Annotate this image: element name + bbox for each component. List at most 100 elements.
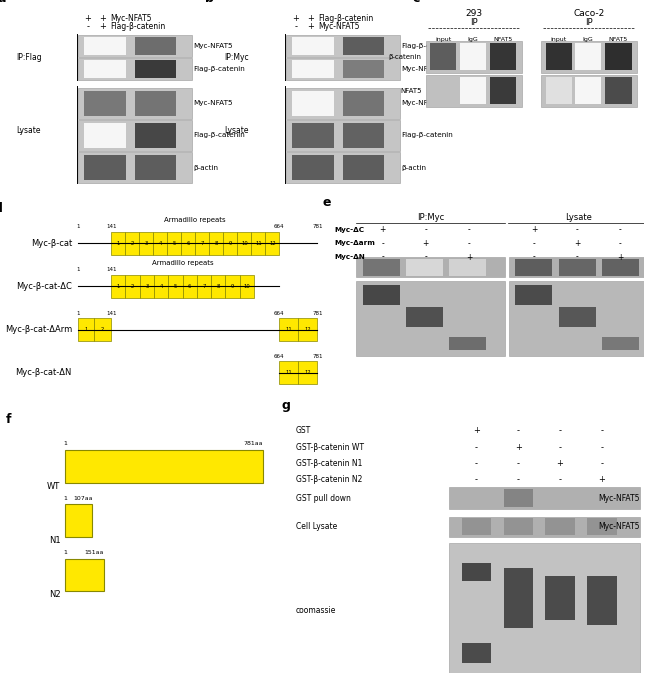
- Bar: [84, 59, 125, 78]
- Text: Myc-NFAT5: Myc-NFAT5: [194, 100, 233, 107]
- Bar: [406, 259, 443, 276]
- Text: -: -: [576, 253, 578, 262]
- Bar: [111, 232, 125, 255]
- Bar: [343, 59, 385, 78]
- Text: -: -: [294, 22, 298, 31]
- Text: β-catenin: β-catenin: [389, 54, 421, 60]
- Bar: [504, 489, 533, 507]
- Text: +: +: [599, 475, 605, 484]
- Bar: [515, 259, 552, 276]
- Text: -: -: [382, 239, 384, 248]
- Text: IP:Flag: IP:Flag: [16, 53, 42, 62]
- Bar: [197, 275, 211, 298]
- Bar: [426, 41, 521, 73]
- Bar: [195, 232, 209, 255]
- Text: +: +: [556, 459, 564, 468]
- Text: 1: 1: [76, 224, 79, 229]
- Text: 1: 1: [116, 284, 120, 289]
- Bar: [605, 77, 632, 104]
- Text: GST-β-catenin N2: GST-β-catenin N2: [296, 475, 362, 484]
- Bar: [140, 275, 154, 298]
- Bar: [449, 259, 486, 276]
- Text: GST-β-catenin N1: GST-β-catenin N1: [296, 459, 362, 468]
- Text: Flag-β-catenin: Flag-β-catenin: [111, 22, 166, 31]
- Text: 10: 10: [241, 240, 248, 246]
- Text: N2: N2: [49, 590, 60, 599]
- Bar: [298, 361, 317, 384]
- Text: +: +: [473, 426, 480, 436]
- Text: -: -: [517, 426, 520, 436]
- Bar: [66, 559, 103, 591]
- Text: NFAT5: NFAT5: [609, 37, 628, 42]
- Bar: [356, 281, 504, 356]
- Text: Myc-β-cat-ΔC: Myc-β-cat-ΔC: [16, 282, 72, 291]
- Bar: [460, 43, 486, 70]
- Bar: [125, 275, 140, 298]
- Bar: [292, 155, 333, 180]
- Bar: [287, 88, 400, 119]
- Text: -: -: [532, 253, 535, 262]
- Bar: [504, 568, 533, 628]
- Bar: [460, 77, 486, 104]
- Text: IgG: IgG: [582, 37, 593, 42]
- Text: 11: 11: [285, 327, 293, 332]
- Text: -: -: [424, 225, 427, 234]
- Text: Myc-NFAT5: Myc-NFAT5: [402, 100, 441, 107]
- Text: GST: GST: [296, 426, 311, 436]
- Text: 1: 1: [64, 496, 68, 501]
- Bar: [545, 77, 571, 104]
- Text: IP: IP: [585, 18, 593, 27]
- Bar: [575, 77, 601, 104]
- Text: 6: 6: [187, 240, 190, 246]
- Text: 2: 2: [101, 327, 105, 332]
- Text: WT: WT: [47, 482, 60, 490]
- Text: N1: N1: [49, 536, 60, 545]
- Text: -: -: [576, 225, 578, 234]
- Text: +: +: [99, 22, 107, 31]
- Text: Myc-NFAT5: Myc-NFAT5: [111, 14, 152, 23]
- Text: Lysate: Lysate: [224, 126, 249, 135]
- Text: -: -: [424, 253, 427, 262]
- Text: Armadillo repeats: Armadillo repeats: [164, 217, 226, 223]
- Bar: [167, 232, 181, 255]
- Text: 781: 781: [312, 224, 322, 229]
- Bar: [280, 361, 298, 384]
- Text: NFAT5: NFAT5: [493, 37, 513, 42]
- Text: Cell Lysate: Cell Lysate: [296, 522, 337, 531]
- Bar: [587, 576, 617, 626]
- Text: a: a: [0, 0, 6, 5]
- Text: +: +: [99, 14, 107, 23]
- Text: -: -: [517, 459, 520, 468]
- Text: β-actin: β-actin: [194, 165, 218, 171]
- Bar: [363, 285, 400, 305]
- Text: Myc-β-cat-ΔArm: Myc-β-cat-ΔArm: [5, 325, 72, 334]
- Bar: [343, 123, 385, 148]
- Text: 1: 1: [116, 240, 120, 246]
- Bar: [287, 58, 400, 80]
- Bar: [343, 155, 385, 180]
- Bar: [135, 59, 176, 78]
- Bar: [168, 275, 183, 298]
- Bar: [363, 259, 400, 276]
- Text: 9: 9: [231, 284, 234, 289]
- Bar: [509, 257, 644, 277]
- Text: GST pull down: GST pull down: [296, 494, 350, 503]
- Bar: [79, 152, 192, 183]
- Bar: [406, 307, 443, 327]
- Text: -: -: [475, 459, 478, 468]
- Text: g: g: [282, 398, 291, 411]
- Text: 7: 7: [202, 284, 205, 289]
- Text: 11: 11: [285, 370, 293, 375]
- Text: c: c: [413, 0, 420, 5]
- Text: -: -: [382, 253, 384, 262]
- Text: Caco-2: Caco-2: [573, 9, 604, 18]
- Bar: [135, 123, 176, 148]
- Text: Flag-β-catenin: Flag-β-catenin: [402, 133, 453, 139]
- Bar: [605, 43, 632, 70]
- Text: Myc-NFAT5: Myc-NFAT5: [599, 522, 640, 531]
- Bar: [490, 77, 516, 104]
- Text: +: +: [617, 253, 623, 262]
- Bar: [240, 275, 254, 298]
- Text: Flag-β-catenin: Flag-β-catenin: [194, 133, 245, 139]
- Text: Myc-NFAT5: Myc-NFAT5: [194, 43, 233, 49]
